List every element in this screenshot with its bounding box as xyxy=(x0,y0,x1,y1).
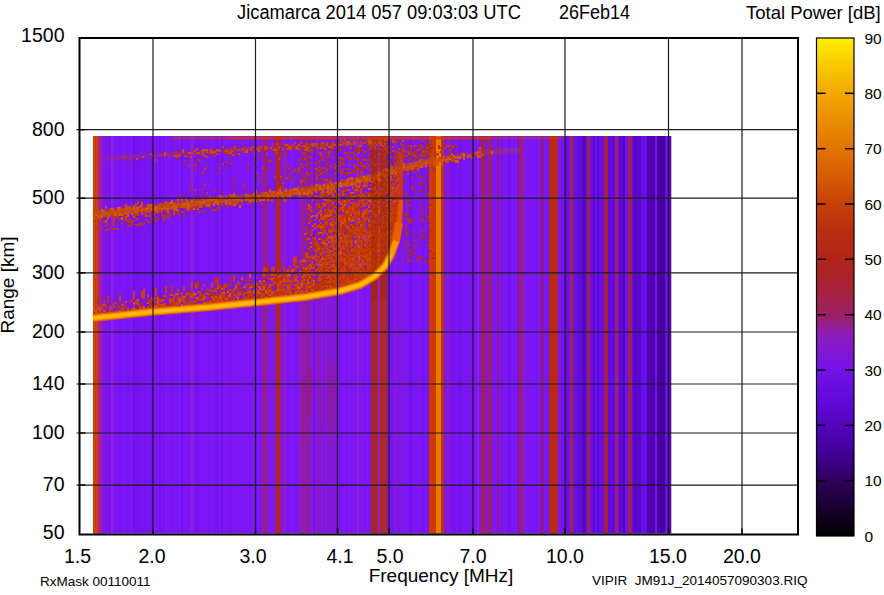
svg-text:VIPIR JM91J_2014057090303.RIQ: VIPIR JM91J_2014057090303.RIQ xyxy=(592,573,807,588)
svg-text:140: 140 xyxy=(32,372,65,394)
svg-text:60: 60 xyxy=(865,196,883,213)
svg-text:70: 70 xyxy=(43,473,65,495)
svg-text:300: 300 xyxy=(32,261,65,283)
svg-text:80: 80 xyxy=(865,85,883,102)
svg-text:500: 500 xyxy=(32,186,65,208)
svg-text:Total Power [dB]: Total Power [dB] xyxy=(746,2,881,23)
svg-text:0: 0 xyxy=(865,528,874,545)
svg-text:1500: 1500 xyxy=(21,24,65,46)
svg-text:1.5: 1.5 xyxy=(64,545,91,567)
svg-text:70: 70 xyxy=(865,140,883,157)
svg-text:50: 50 xyxy=(43,521,65,543)
svg-text:RxMask 00110011: RxMask 00110011 xyxy=(40,574,151,589)
svg-text:4.1: 4.1 xyxy=(326,545,353,567)
svg-text:20.0: 20.0 xyxy=(723,545,761,567)
svg-text:40: 40 xyxy=(865,306,883,323)
svg-text:10.0: 10.0 xyxy=(546,545,584,567)
svg-text:3.0: 3.0 xyxy=(239,545,266,567)
svg-text:26Feb14: 26Feb14 xyxy=(559,1,630,23)
svg-text:30: 30 xyxy=(865,362,883,379)
svg-text:7.0: 7.0 xyxy=(459,545,486,567)
svg-text:Jicamarca 2014 057 09:03:03 UT: Jicamarca 2014 057 09:03:03 UTC xyxy=(237,1,521,23)
svg-text:100: 100 xyxy=(32,421,65,443)
svg-text:20: 20 xyxy=(865,417,883,434)
svg-text:50: 50 xyxy=(865,251,883,268)
svg-text:5.0: 5.0 xyxy=(376,545,403,567)
svg-text:200: 200 xyxy=(32,320,65,342)
svg-text:90: 90 xyxy=(865,30,883,47)
svg-text:800: 800 xyxy=(32,118,65,140)
svg-text:Frequency [MHz]: Frequency [MHz] xyxy=(369,565,514,586)
svg-text:10: 10 xyxy=(865,472,883,489)
svg-text:15.0: 15.0 xyxy=(649,545,687,567)
svg-text:2.0: 2.0 xyxy=(138,545,165,567)
svg-text:Range [km]: Range [km] xyxy=(0,236,18,333)
